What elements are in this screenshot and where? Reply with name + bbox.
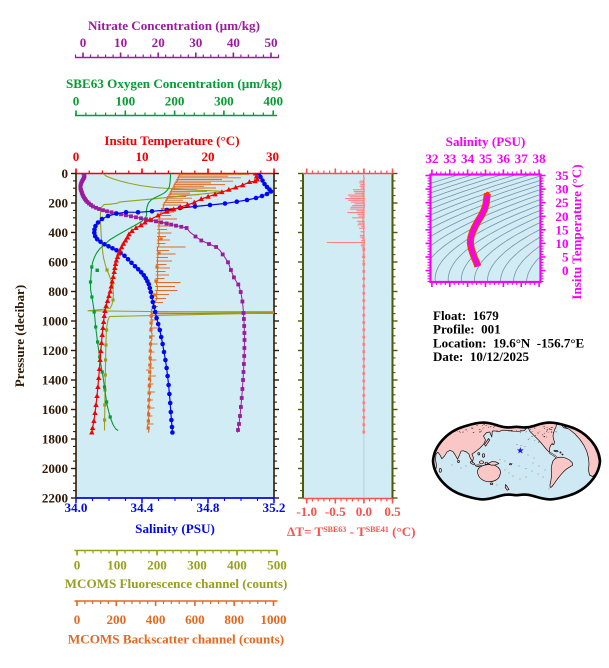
svg-text:1200: 1200 bbox=[42, 343, 69, 358]
svg-text:600: 600 bbox=[185, 612, 205, 627]
svg-text:5: 5 bbox=[562, 250, 569, 265]
svg-text:500: 500 bbox=[267, 558, 287, 573]
svg-text:100: 100 bbox=[107, 558, 127, 573]
svg-text:1800: 1800 bbox=[42, 432, 69, 447]
svg-text:0: 0 bbox=[74, 558, 81, 573]
svg-text:38: 38 bbox=[533, 151, 547, 166]
svg-text:35: 35 bbox=[555, 168, 569, 183]
svg-text:37: 37 bbox=[515, 151, 529, 166]
svg-text:400: 400 bbox=[146, 612, 166, 627]
svg-text:300: 300 bbox=[187, 558, 207, 573]
svg-text:0: 0 bbox=[80, 35, 87, 50]
svg-text:20: 20 bbox=[201, 149, 215, 164]
svg-text:40: 40 bbox=[227, 35, 241, 50]
svg-text:-0.5: -0.5 bbox=[325, 504, 346, 519]
svg-text:300: 300 bbox=[214, 94, 234, 109]
svg-text:200: 200 bbox=[147, 558, 167, 573]
svg-text:10: 10 bbox=[114, 35, 128, 50]
svg-text:Nitrate Concentration (µm/kg): Nitrate Concentration (µm/kg) bbox=[88, 18, 260, 33]
svg-text:25: 25 bbox=[555, 195, 569, 210]
svg-text:34: 34 bbox=[461, 151, 475, 166]
svg-text:Date: 10/12/2025: Date: 10/12/2025 bbox=[433, 349, 530, 364]
svg-text:800: 800 bbox=[48, 284, 68, 299]
svg-text:34.8: 34.8 bbox=[197, 500, 220, 515]
svg-text:MCOMS Fluorescence channel (co: MCOMS Fluorescence channel (counts) bbox=[65, 576, 288, 591]
svg-text:33: 33 bbox=[443, 151, 457, 166]
svg-text:15: 15 bbox=[555, 222, 569, 237]
svg-text:34.4: 34.4 bbox=[131, 500, 154, 515]
svg-text:30: 30 bbox=[555, 182, 569, 197]
svg-text:-1.0: -1.0 bbox=[296, 504, 317, 519]
svg-text:Insitu Temperature (°C): Insitu Temperature (°C) bbox=[569, 164, 584, 299]
svg-text:600: 600 bbox=[48, 255, 68, 270]
svg-text:10: 10 bbox=[555, 236, 569, 251]
svg-text:400: 400 bbox=[48, 225, 68, 240]
svg-text:200: 200 bbox=[165, 94, 185, 109]
svg-text:0: 0 bbox=[73, 94, 80, 109]
svg-text:35.2: 35.2 bbox=[263, 500, 286, 515]
svg-text:1000: 1000 bbox=[42, 314, 69, 329]
svg-text:0.5: 0.5 bbox=[384, 504, 401, 519]
svg-text:Pressure (decibar): Pressure (decibar) bbox=[12, 285, 27, 387]
svg-text:Salinity (PSU): Salinity (PSU) bbox=[446, 134, 526, 149]
svg-text:200: 200 bbox=[106, 612, 126, 627]
svg-text:10: 10 bbox=[135, 149, 149, 164]
svg-text:30: 30 bbox=[189, 35, 203, 50]
svg-text:400: 400 bbox=[263, 94, 283, 109]
svg-text:32: 32 bbox=[425, 151, 438, 166]
svg-text:Salinity (PSU): Salinity (PSU) bbox=[135, 521, 215, 536]
svg-text:0: 0 bbox=[74, 612, 81, 627]
svg-text:30: 30 bbox=[266, 149, 280, 164]
svg-text:2000: 2000 bbox=[42, 461, 69, 476]
svg-text:0: 0 bbox=[61, 166, 68, 181]
svg-text:100: 100 bbox=[115, 94, 135, 109]
svg-text:200: 200 bbox=[48, 196, 68, 211]
svg-text:400: 400 bbox=[227, 558, 247, 573]
svg-text:1600: 1600 bbox=[42, 402, 69, 417]
svg-text:0: 0 bbox=[562, 263, 569, 278]
svg-text:0.0: 0.0 bbox=[356, 504, 373, 519]
svg-text:50: 50 bbox=[264, 35, 278, 50]
svg-text:35: 35 bbox=[479, 151, 493, 166]
svg-text:20: 20 bbox=[555, 209, 569, 224]
svg-text:SBE63 Oxygen Concentration (µm: SBE63 Oxygen Concentration (µm/kg) bbox=[66, 76, 282, 91]
svg-text:36: 36 bbox=[497, 151, 511, 166]
svg-text:Insitu Temperature (°C): Insitu Temperature (°C) bbox=[104, 133, 239, 148]
svg-text:0: 0 bbox=[73, 149, 80, 164]
svg-text:1000: 1000 bbox=[260, 612, 287, 627]
svg-text:1400: 1400 bbox=[42, 373, 69, 388]
svg-text:ΔT= TSBE63 - TSBE41 (°C): ΔT= TSBE63 - TSBE41 (°C) bbox=[287, 524, 416, 539]
svg-text:800: 800 bbox=[224, 612, 244, 627]
svg-text:34.0: 34.0 bbox=[65, 500, 88, 515]
svg-text:20: 20 bbox=[152, 35, 166, 50]
svg-text:MCOMS Backscatter channel (cou: MCOMS Backscatter channel (counts) bbox=[68, 632, 284, 647]
